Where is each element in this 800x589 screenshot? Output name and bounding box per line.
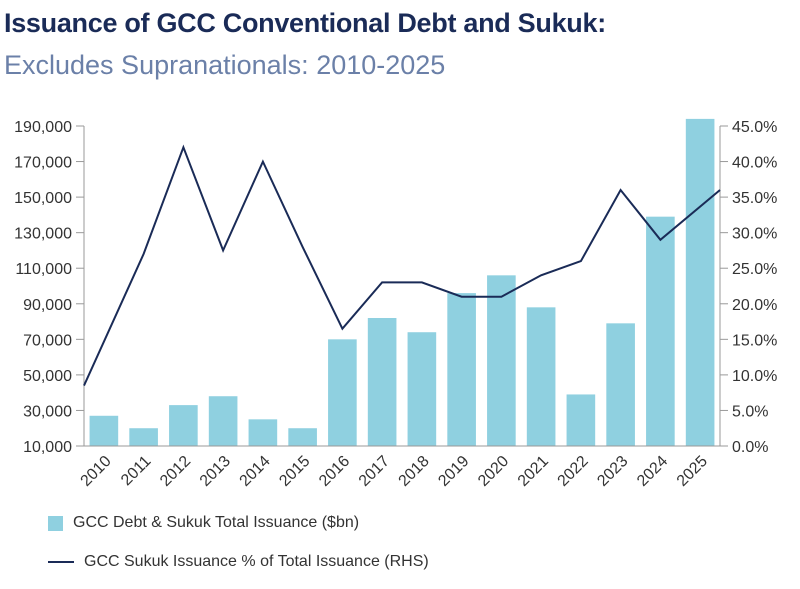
- x-axis-tick-label: 2014: [237, 453, 274, 490]
- bar-2018: [407, 332, 437, 446]
- bar-2012: [169, 405, 198, 446]
- bar-2017: [367, 318, 397, 446]
- x-axis-tick-label: 2012: [157, 453, 194, 490]
- sukuk-share-line: [83, 144, 721, 387]
- x-axis-tick-label: 2024: [634, 453, 671, 490]
- right-axis-tick-label: 15.0%: [732, 332, 777, 349]
- left-axis-tick-label: 30,000: [23, 403, 72, 420]
- legend-line-label: GCC Sukuk Issuance % of Total Issuance (…: [84, 553, 429, 570]
- bar-2016: [328, 339, 357, 446]
- left-axis-tick-label: 10,000: [23, 439, 72, 456]
- left-axis-tick-label: 170,000: [14, 155, 72, 172]
- chart-plot: 190,000 170,000 150,000 130,000 110,000 90,00…: [14, 118, 777, 490]
- x-axis-tick-label: 2022: [555, 453, 592, 490]
- x-axis-tick-label: 2013: [197, 453, 234, 490]
- x-axis-tick-label: 2015: [276, 453, 313, 490]
- left-axis-tick-label: 190,000: [14, 119, 72, 136]
- legend-item-bars: GCC Debt & Sukuk Total Issuance ($bn): [48, 514, 359, 532]
- right-axis-tick-label: 45.0%: [732, 119, 777, 136]
- right-axis-tick-label: 30.0%: [732, 226, 777, 243]
- chart-title: Issuance of GCC Conventional Debt and Su…: [4, 8, 606, 38]
- bar-2013: [208, 396, 238, 446]
- bar-2022: [566, 394, 596, 446]
- legend-bar-swatch: [48, 515, 63, 531]
- bar-2011: [129, 428, 158, 446]
- bar-2014: [248, 419, 278, 446]
- x-axis-tick-label: 2016: [316, 453, 353, 490]
- bar-2010: [89, 415, 119, 446]
- legend-item-line: GCC Sukuk Issuance % of Total Issuance (…: [48, 553, 429, 571]
- right-axis-tick-label: 0.0%: [732, 439, 768, 456]
- x-axis-tick-label: 2020: [475, 453, 512, 490]
- left-axis-tick-label: 130,000: [14, 226, 72, 243]
- bar-2015: [288, 428, 317, 446]
- bar-2020: [487, 275, 516, 446]
- right-axis-tick-label: 5.0%: [732, 403, 768, 420]
- left-axis-tick-label: 50,000: [23, 368, 72, 385]
- left-axis-tick-label: 150,000: [14, 190, 72, 207]
- bar-2023: [606, 323, 635, 446]
- right-axis-tick-label: 20.0%: [732, 297, 777, 314]
- bar-2025: [685, 118, 715, 446]
- x-axis-tick-label: 2011: [118, 453, 154, 489]
- x-axis-tick-label: 2018: [396, 453, 433, 490]
- right-axis-tick-label: 25.0%: [732, 261, 777, 278]
- legend-bar-label: GCC Debt & Sukuk Total Issuance ($bn): [73, 514, 360, 531]
- bar-2024: [646, 216, 675, 446]
- x-axis-tick-label: 2017: [356, 453, 393, 490]
- x-axis-tick-label: 2021: [515, 453, 552, 490]
- x-axis-tick-label: 2019: [435, 453, 472, 490]
- right-axis-tick-label: 10.0%: [732, 368, 777, 385]
- left-axis-tick-label: 90,000: [23, 297, 72, 314]
- x-axis-tick-label: 2010: [78, 453, 115, 490]
- x-axis-tick-label: 2023: [594, 453, 631, 490]
- left-axis-tick-label: 70,000: [23, 332, 72, 349]
- bar-2021: [526, 307, 556, 446]
- x-axis-tick-label: 2025: [674, 453, 711, 490]
- legend-line-swatch: [48, 561, 74, 563]
- left-axis-tick-label: 110,000: [15, 261, 72, 278]
- bar-2019: [447, 293, 476, 446]
- right-axis-tick-label: 40.0%: [732, 155, 777, 172]
- chart-subtitle: Excludes Supranationals: 2010-2025: [4, 50, 446, 80]
- right-axis-tick-label: 35.0%: [732, 190, 777, 207]
